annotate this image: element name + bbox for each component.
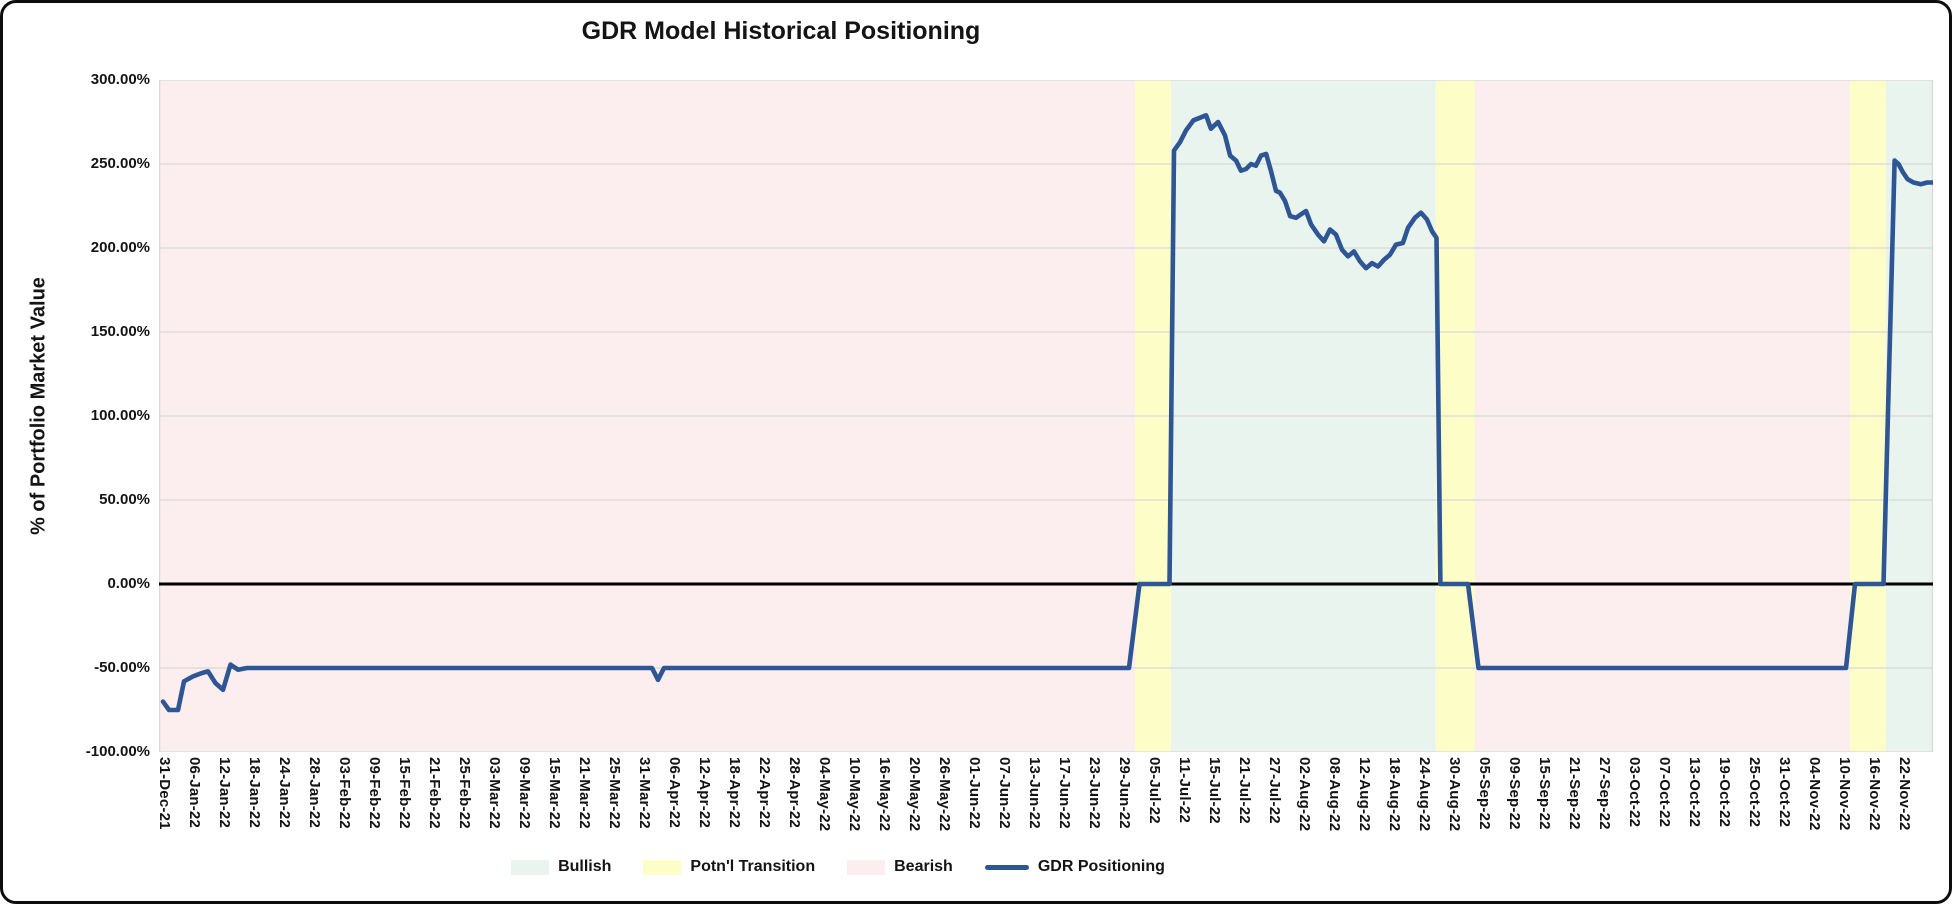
y-axis-tick-label: 100.00% (90, 407, 150, 424)
x-axis-tick-label: 12-Aug-22 (1356, 757, 1373, 832)
y-axis-tick-label: 150.00% (90, 323, 150, 340)
x-axis-tick-label: 31-Oct-22 (1776, 757, 1793, 828)
x-axis-tick-label: 02-Aug-22 (1296, 757, 1313, 832)
x-axis-tick-label: 09-Mar-22 (516, 757, 533, 829)
y-axis-tick-label: 200.00% (90, 239, 150, 256)
x-axis-tick-label: 21-Mar-22 (576, 757, 593, 829)
x-axis-tick-label: 01-Jun-22 (966, 757, 983, 829)
x-axis-tick-label: 23-Jun-22 (1086, 757, 1103, 829)
y-axis-tick-label: 0.00% (107, 575, 150, 592)
x-axis-tick-label: 03-Feb-22 (336, 757, 353, 829)
bearish-swatch-icon (847, 859, 886, 875)
x-axis-tick-label: 25-Mar-22 (606, 757, 623, 829)
x-axis-tick-label: 05-Jul-22 (1146, 757, 1163, 824)
x-axis-tick-label: 12-Jan-22 (216, 757, 233, 829)
y-axis-tick-label: 50.00% (99, 491, 150, 508)
x-axis-tick-label: 27-Sep-22 (1596, 757, 1613, 830)
x-axis-tick-label: 13-Oct-22 (1686, 757, 1703, 828)
x-axis-tick-label: 19-Oct-22 (1716, 757, 1733, 828)
x-axis-tick-label: 21-Sep-22 (1566, 757, 1583, 830)
x-axis-tick-label: 18-Jan-22 (246, 757, 263, 829)
x-axis-tick-label: 13-Jun-22 (1026, 757, 1043, 829)
x-axis-tick-label: 22-Nov-22 (1896, 757, 1913, 831)
legend: Bullish Potn'l Transition Bearish GDR Po… (3, 858, 1673, 876)
legend-item-bearish: Bearish (847, 858, 953, 876)
x-axis-tick-label: 17-Jun-22 (1056, 757, 1073, 829)
x-axis-tick-label: 18-Aug-22 (1386, 757, 1403, 832)
y-axis-tick-label: -50.00% (94, 659, 150, 676)
x-axis-tick-label: 15-Mar-22 (546, 757, 563, 829)
x-axis-tick-label: 15-Feb-22 (396, 757, 413, 829)
x-axis-tick-label: 15-Sep-22 (1536, 757, 1553, 830)
legend-label-bearish: Bearish (894, 858, 953, 875)
legend-item-gdr-positioning: GDR Positioning (984, 858, 1165, 876)
x-axis-tick-label: 30-Aug-22 (1446, 757, 1463, 832)
chart-title: GDR Model Historical Positioning (581, 17, 981, 45)
x-axis-tick-label: 26-May-22 (936, 757, 953, 832)
legend-label-potnl-transition: Potn'l Transition (690, 858, 816, 875)
x-axis-tick-label: 06-Jan-22 (186, 757, 203, 829)
x-axis-tick-label: 04-May-22 (816, 757, 833, 832)
x-axis-tick-label: 04-Nov-22 (1806, 757, 1823, 831)
y-axis-tick-label: 300.00% (90, 71, 150, 88)
x-axis-tick-label: 05-Sep-22 (1476, 757, 1493, 830)
x-axis-tick-label: 22-Apr-22 (756, 757, 773, 828)
x-axis-tick-label: 24-Jan-22 (276, 757, 293, 829)
gdr-positioning-line-icon (984, 864, 1029, 870)
x-axis-tick-label: 03-Mar-22 (486, 757, 503, 829)
legend-item-bullish: Bullish (511, 858, 611, 876)
x-axis-tick-label: 11-Jul-22 (1176, 757, 1193, 824)
potnl-transition-swatch-icon (643, 859, 682, 875)
x-axis-tick-label: 31-Dec-21 (156, 757, 173, 830)
x-axis-tick-label: 12-Apr-22 (696, 757, 713, 828)
legend-label-gdr-positioning: GDR Positioning (1037, 858, 1165, 875)
x-axis-tick-label: 06-Apr-22 (666, 757, 683, 828)
x-axis-tick-label: 08-Aug-22 (1326, 757, 1343, 832)
x-axis-tick-label: 16-Nov-22 (1866, 757, 1883, 831)
x-axis-tick-label: 28-Jan-22 (306, 757, 323, 829)
x-axis-tick-label: 10-Nov-22 (1836, 757, 1853, 831)
x-axis-tick-label: 07-Jun-22 (996, 757, 1013, 829)
legend-label-bullish: Bullish (558, 858, 612, 875)
x-axis-tick-label: 16-May-22 (876, 757, 893, 832)
positioning-line (160, 112, 1933, 713)
x-axis-tick-label: 09-Sep-22 (1506, 757, 1523, 830)
x-axis-tick-label: 21-Jul-22 (1236, 757, 1253, 824)
x-axis-tick-label: 15-Jul-22 (1206, 757, 1223, 824)
bullish-swatch-icon (511, 859, 550, 875)
x-axis-tick-label: 31-Mar-22 (636, 757, 653, 829)
x-axis-tick-label: 25-Oct-22 (1746, 757, 1763, 828)
x-axis-tick-label: 10-May-22 (846, 757, 863, 832)
y-axis-tick-label: 250.00% (90, 155, 150, 172)
x-axis-tick-label: 18-Apr-22 (726, 757, 743, 828)
x-axis-tick-label: 24-Aug-22 (1416, 757, 1433, 832)
x-axis-tick-label: 29-Jun-22 (1116, 757, 1133, 829)
plot-area (159, 80, 1933, 752)
y-axis-tick-label: -100.00% (85, 743, 150, 760)
x-axis-tick-label: 07-Oct-22 (1656, 757, 1673, 828)
legend-item-potnl-transition: Potn'l Transition (643, 858, 815, 876)
x-axis-tick-label: 20-May-22 (906, 757, 923, 832)
plot-svg (159, 80, 1933, 752)
x-axis-tick-label: 09-Feb-22 (366, 757, 383, 829)
x-axis-tick-label: 25-Feb-22 (456, 757, 473, 829)
x-axis-tick-label: 28-Apr-22 (786, 757, 803, 828)
x-axis-tick-label: 03-Oct-22 (1626, 757, 1643, 828)
x-axis-tick-label: 21-Feb-22 (426, 757, 443, 829)
x-axis-tick-label: 27-Jul-22 (1266, 757, 1283, 824)
